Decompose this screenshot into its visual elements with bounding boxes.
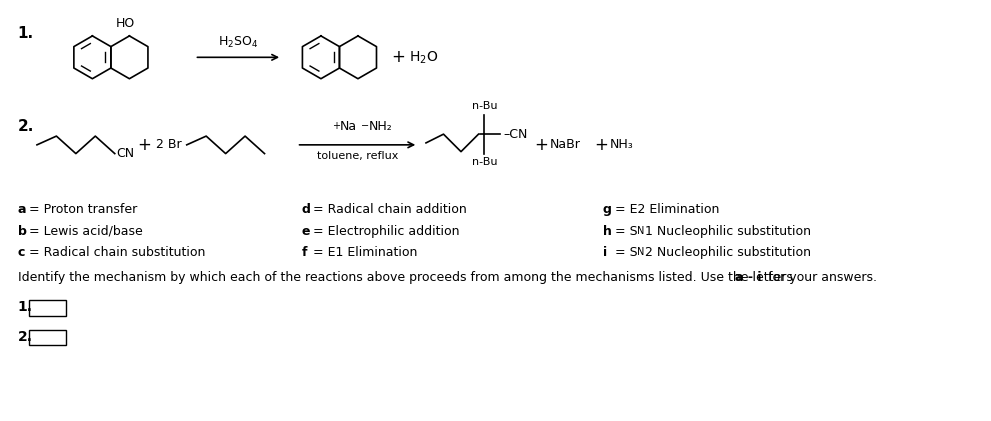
Text: H$_2$SO$_4$: H$_2$SO$_4$: [218, 35, 259, 50]
Text: f: f: [301, 246, 307, 259]
Bar: [29, 301, 66, 316]
Text: toluene, reflux: toluene, reflux: [317, 151, 398, 161]
Text: c: c: [18, 246, 25, 259]
Text: h: h: [603, 224, 611, 237]
Text: = S: = S: [614, 246, 637, 259]
Text: Na: Na: [340, 120, 357, 133]
Text: 2 Br: 2 Br: [156, 139, 181, 152]
Text: = Lewis acid/base: = Lewis acid/base: [29, 224, 143, 237]
Text: n-Bu: n-Bu: [472, 157, 497, 168]
Text: HO: HO: [116, 17, 135, 30]
Text: a - i: a - i: [735, 271, 762, 284]
Text: = E1 Elimination: = E1 Elimination: [313, 246, 417, 259]
Text: NH₂: NH₂: [369, 120, 392, 133]
Text: H$_2$O: H$_2$O: [408, 49, 438, 66]
Text: +: +: [595, 136, 608, 154]
Text: a: a: [18, 203, 26, 216]
Text: –CN: –CN: [503, 128, 528, 141]
Text: = Radical chain addition: = Radical chain addition: [313, 203, 467, 216]
Text: CN: CN: [117, 147, 135, 160]
Text: 1.: 1.: [18, 26, 34, 41]
Text: = Proton transfer: = Proton transfer: [29, 203, 138, 216]
Text: b: b: [18, 224, 27, 237]
Text: +: +: [332, 121, 340, 131]
Text: NH₃: NH₃: [609, 139, 633, 152]
Text: N: N: [637, 247, 644, 257]
Text: 2.: 2.: [18, 119, 34, 133]
Text: 2.: 2.: [18, 330, 33, 344]
Text: d: d: [301, 203, 310, 216]
Text: +: +: [137, 136, 151, 154]
Text: +: +: [391, 48, 405, 67]
Text: N: N: [637, 226, 644, 236]
Text: i: i: [603, 246, 607, 259]
Text: Identify the mechanism by which each of the reactions above proceeds from among : Identify the mechanism by which each of …: [18, 271, 797, 284]
Text: 2 Nucleophilic substitution: 2 Nucleophilic substitution: [645, 246, 811, 259]
Text: = E2 Elimination: = E2 Elimination: [614, 203, 719, 216]
Bar: [29, 330, 66, 345]
Text: = Radical chain substitution: = Radical chain substitution: [29, 246, 205, 259]
Text: n-Bu: n-Bu: [472, 101, 497, 111]
Text: = Electrophilic addition: = Electrophilic addition: [313, 224, 460, 237]
Text: = S: = S: [614, 224, 637, 237]
Text: NaBr: NaBr: [549, 139, 581, 152]
Text: e: e: [301, 224, 310, 237]
Text: 1 Nucleophilic substitution: 1 Nucleophilic substitution: [645, 224, 811, 237]
Text: g: g: [603, 203, 611, 216]
Text: 1.: 1.: [18, 301, 33, 314]
Text: for your answers.: for your answers.: [764, 271, 877, 284]
Text: +: +: [534, 136, 548, 154]
Text: −: −: [361, 121, 370, 131]
